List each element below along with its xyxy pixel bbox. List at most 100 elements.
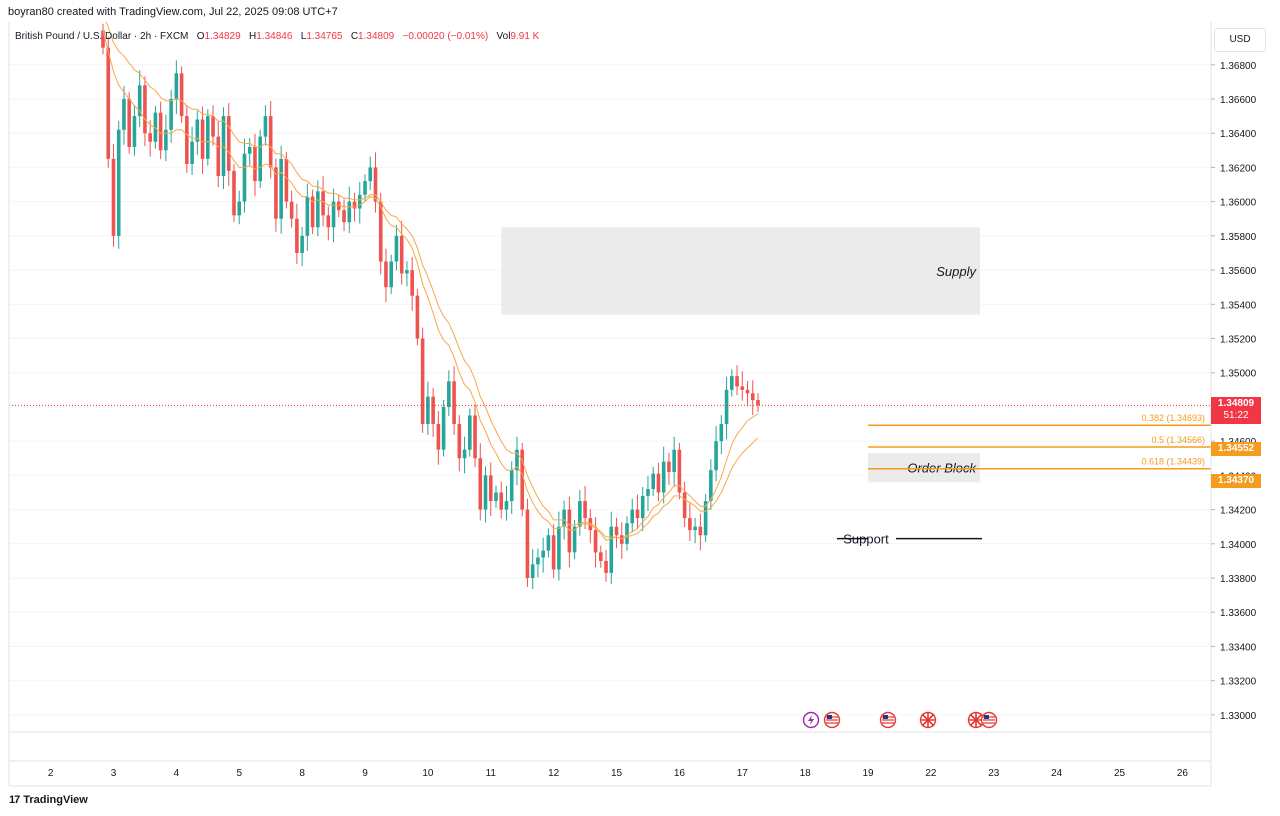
candle-body [221, 116, 226, 176]
candle-body [599, 552, 603, 561]
candle-body [667, 461, 671, 472]
price-tag-2: 1.34370 [1211, 473, 1261, 488]
candle-body [148, 133, 152, 142]
candle-body [143, 85, 147, 134]
candle-body [651, 473, 655, 490]
candle-body [604, 560, 608, 573]
time-tick-label: 23 [988, 768, 1000, 779]
candle-body [216, 136, 221, 176]
candle-body [640, 495, 645, 519]
candle-body [295, 218, 299, 253]
candle-body [242, 153, 247, 202]
candle-body [132, 116, 137, 147]
candle-body [211, 116, 215, 137]
candle-body [583, 501, 587, 519]
candle-body [499, 492, 504, 510]
price-tick-label: 1.36800 [1220, 61, 1257, 72]
candle-body [661, 461, 666, 493]
candle-body [745, 389, 750, 394]
candle-body [447, 381, 451, 407]
time-tick-label: 11 [486, 768, 497, 779]
high-value: 1.34846 [256, 31, 293, 42]
candle-body [750, 393, 755, 401]
time-tick-label: 16 [674, 768, 686, 779]
candle-body [656, 473, 661, 493]
candle-body [478, 458, 483, 510]
zone-box [868, 453, 980, 483]
candle-body [342, 210, 346, 223]
low-label: L [300, 31, 307, 42]
time-tick-label: 15 [611, 768, 623, 779]
candle-body [300, 235, 304, 253]
candle-body [509, 470, 514, 502]
candle-body [237, 201, 242, 216]
candle-body [373, 167, 378, 202]
candle-body [164, 129, 168, 151]
candle-body [625, 523, 629, 544]
candle-body [614, 526, 619, 536]
candle-body [316, 191, 320, 228]
candle-body [756, 400, 760, 406]
candle-body [127, 98, 131, 147]
price-tick-label: 1.33800 [1220, 574, 1257, 585]
time-tick-label: 12 [548, 768, 560, 779]
candle-body [195, 119, 200, 142]
price-tick-label: 1.36000 [1220, 198, 1257, 209]
chart-credit: boyran80 created with TradingView.com, J… [8, 6, 338, 18]
candle-body [263, 116, 268, 137]
time-tick-label: 25 [1114, 768, 1126, 779]
candle-body [431, 396, 435, 425]
candle-body [169, 98, 173, 130]
candle-body [730, 376, 734, 390]
candle-body [200, 119, 205, 159]
price-tag-1: 1.34552 [1211, 442, 1261, 457]
candle-body [709, 470, 713, 502]
candle-body [483, 475, 488, 510]
price-tick-label: 1.35600 [1220, 266, 1257, 277]
candle-body [405, 270, 409, 274]
candle-body [619, 535, 624, 544]
time-tick-label: 24 [1051, 768, 1063, 779]
price-tick-label: 1.33200 [1220, 677, 1257, 688]
candle-body [557, 526, 561, 570]
symbol-legend[interactable]: British Pound / U.S. Dollar · 2h · FXCM … [15, 31, 539, 42]
candle-body [452, 381, 456, 425]
price-tick-label: 1.33000 [1220, 711, 1257, 722]
candle-body [635, 509, 640, 519]
candle-body [735, 376, 739, 387]
time-tick-label: 22 [925, 768, 937, 779]
volume-value: 9.91 K [510, 31, 540, 42]
candle-body [488, 475, 493, 502]
candle-body [268, 116, 273, 168]
candle-body [693, 526, 697, 531]
candle-body [551, 535, 556, 570]
candle-body [525, 509, 530, 579]
levels: 0.382 (1.34693) 0.5 (1.34566) 0.618 (1.344… [837, 413, 1211, 547]
top-bar: boyran80 created with TradingView.com, J… [0, 0, 1280, 22]
time-tick-label: 26 [1177, 768, 1189, 779]
candle-body [462, 449, 467, 459]
price-tick-label: 1.36200 [1220, 163, 1257, 174]
currency-button[interactable]: USD [1214, 28, 1266, 52]
candle-body [677, 449, 682, 493]
support-label: Support [843, 532, 889, 547]
candle-body [682, 492, 687, 519]
time-tick-label: 2 [48, 768, 54, 779]
candle-body [137, 85, 142, 117]
candle-body [541, 550, 545, 558]
tradingview-brand[interactable]: 17 TradingView [9, 794, 88, 806]
plot-area[interactable] [9, 22, 1211, 732]
change-value: −0.00020 (−0.01%) [402, 31, 489, 42]
volume-label: Vol [496, 31, 511, 42]
price-axis: 1.33000 1.33200 1.33400 1.33600 1.33800 1.340… [1211, 61, 1257, 722]
low-value: 1.34765 [306, 31, 343, 42]
price-tick-label: 1.34200 [1220, 506, 1257, 517]
ema-fast-line [102, 30, 759, 541]
candle-body [394, 235, 399, 262]
candle-body [410, 270, 414, 296]
symbol-title[interactable]: British Pound / U.S. Dollar · 2h · FXCM [15, 31, 189, 42]
candle-body [426, 396, 430, 425]
time-tick-label: 17 [737, 768, 749, 779]
price-tick-label: 1.35400 [1220, 300, 1257, 311]
